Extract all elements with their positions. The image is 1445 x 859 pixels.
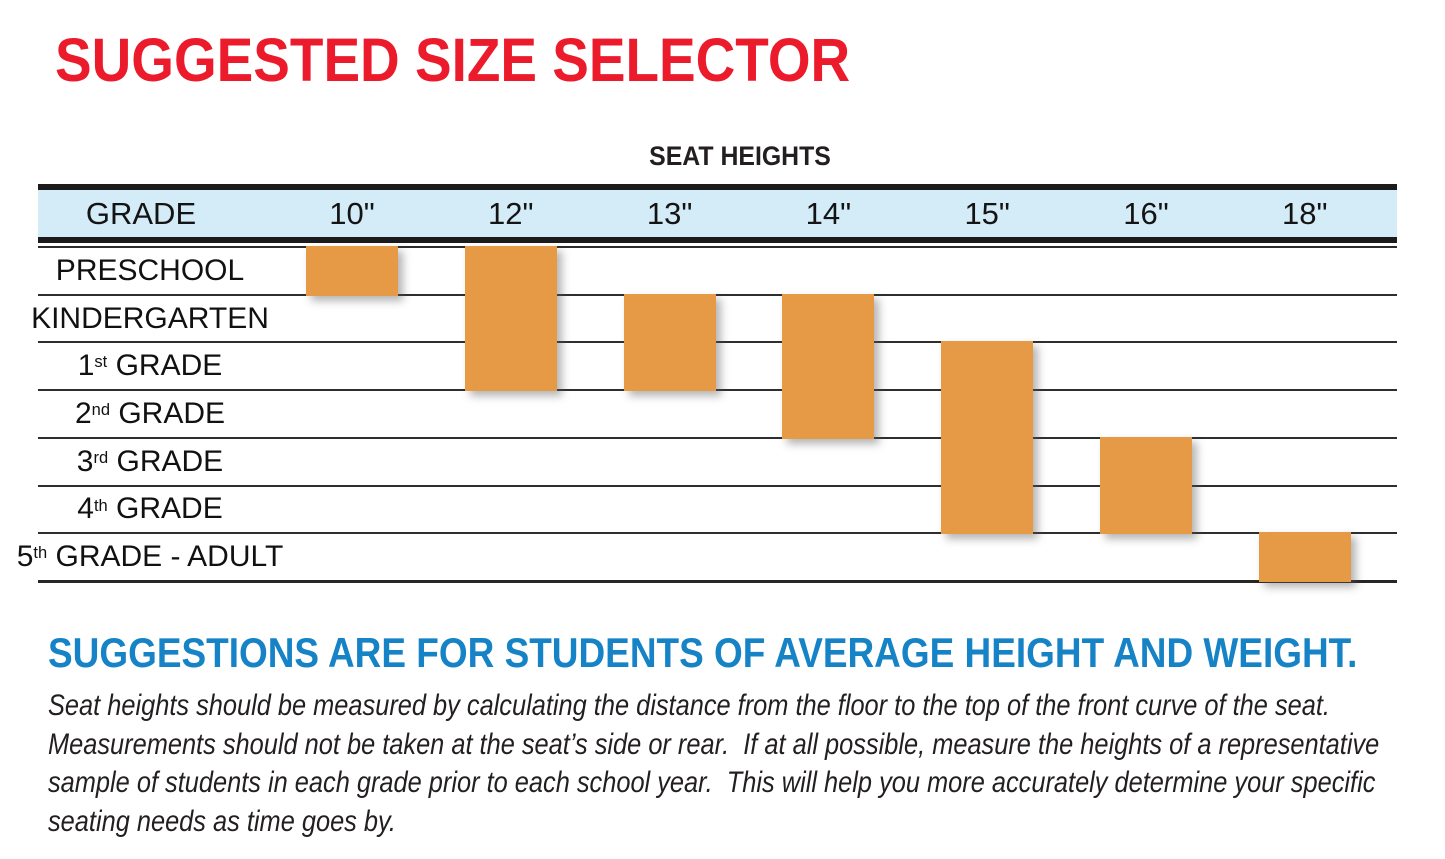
seat-height-column-header: 14" (805, 196, 852, 231)
row-separator-line (38, 579, 1397, 583)
row-separator-line (38, 389, 1397, 392)
seat-height-bar-14in (782, 293, 875, 439)
grade-row-label: 5th GRADE - ADULT (16, 540, 284, 574)
seat-height-column-header: 10" (329, 196, 375, 231)
body-text: Seat heights should be measured by calcu… (48, 687, 1379, 841)
header-double-rule (38, 246, 1397, 248)
grade-row-label: 3rd GRADE (76, 444, 224, 478)
grade-row-label: 1st GRADE (77, 349, 223, 383)
seat-height-column-header: 15" (964, 196, 1010, 231)
row-separator-line (38, 484, 1397, 487)
grade-row-label: KINDERGARTEN (31, 301, 269, 335)
seat-height-column-header: 12" (488, 196, 534, 231)
seat-height-bar-15in (941, 341, 1034, 535)
page-title: SUGGESTED SIZE SELECTOR (55, 26, 851, 94)
seat-height-bar-16in (1100, 436, 1192, 535)
grade-row-label: 2nd GRADE (74, 396, 226, 430)
seat-height-column-header: 18" (1282, 196, 1328, 231)
body-text-line: Measurements should not be taken at the … (48, 727, 1380, 761)
seat-height-column-header: 13" (646, 196, 693, 231)
grade-column-header: GRADE (85, 196, 197, 231)
seat-height-column-header: 16" (1123, 196, 1169, 231)
subtitle: SUGGESTIONS ARE FOR STUDENTS OF AVERAGE … (48, 629, 1358, 676)
body-text-line: sample of students in each grade prior t… (48, 766, 1376, 800)
table-caption: SEAT HEIGHTS (649, 141, 831, 171)
row-separator-line (38, 293, 1397, 296)
seat-height-bar-18in (1258, 532, 1351, 582)
row-separator-line (38, 341, 1397, 344)
table-header-band (38, 184, 1397, 243)
body-text-line: Seat heights should be measured by calcu… (48, 689, 1330, 722)
seat-height-bar-12in (464, 246, 557, 392)
row-separator-line (38, 436, 1397, 439)
body-text-line: seating needs as time goes by. (48, 804, 396, 838)
seat-height-bar-10in (306, 246, 398, 296)
grade-row-label: PRESCHOOL (55, 253, 245, 287)
grade-row-label: 4th GRADE (77, 492, 223, 526)
seat-height-bar-13in (623, 293, 716, 392)
row-separator-line (38, 532, 1397, 535)
